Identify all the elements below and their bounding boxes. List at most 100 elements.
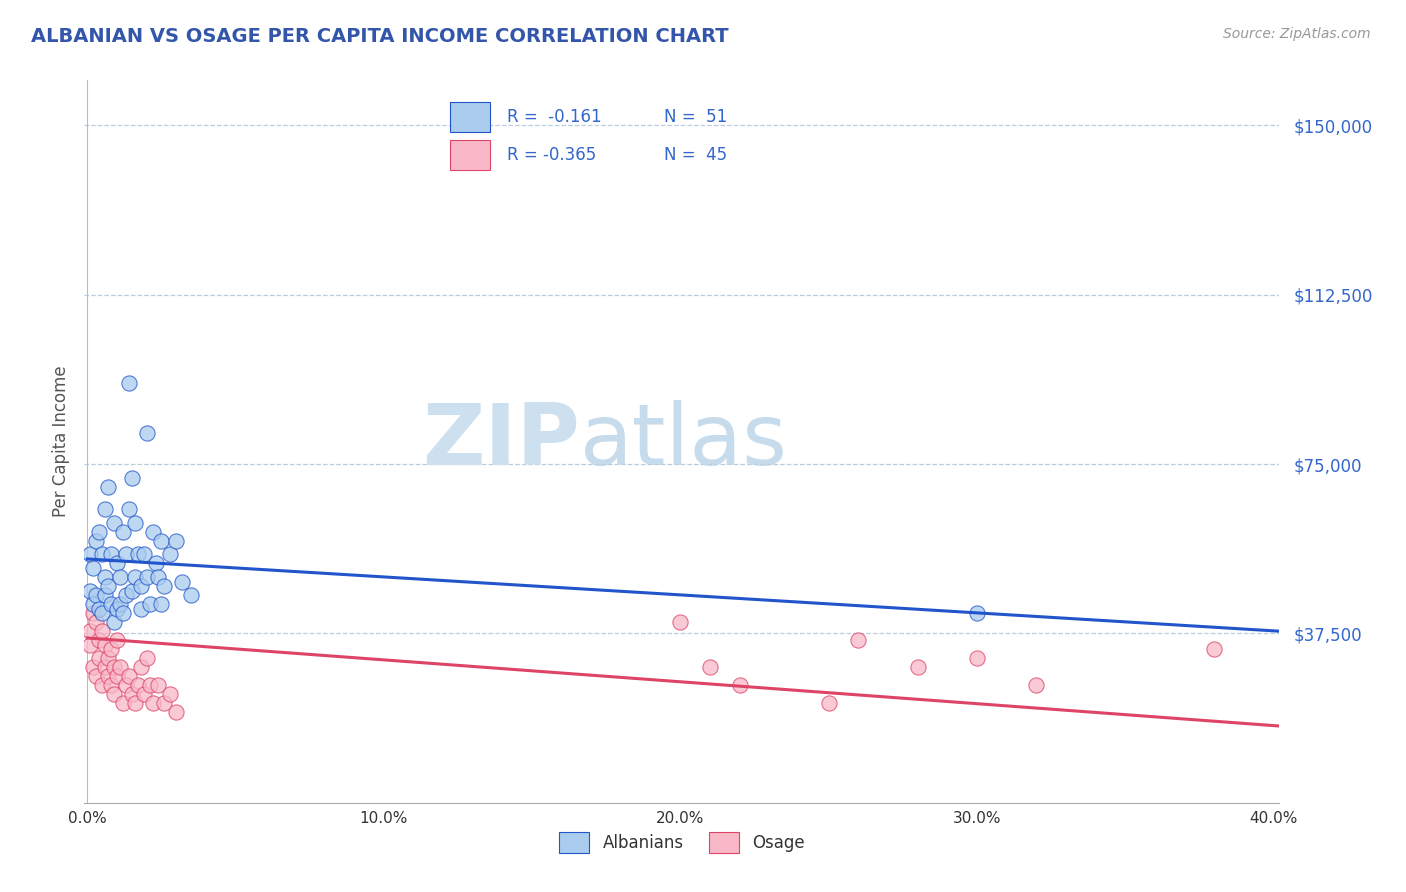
Point xyxy=(91,624,114,639)
Point xyxy=(100,642,122,657)
Point xyxy=(94,660,117,674)
Point xyxy=(966,651,988,665)
Text: Source: ZipAtlas.com: Source: ZipAtlas.com xyxy=(1223,27,1371,41)
Point xyxy=(100,678,122,692)
Point xyxy=(153,579,176,593)
Point xyxy=(180,588,202,602)
Point xyxy=(121,470,143,484)
Text: ALBANIAN VS OSAGE PER CAPITA INCOME CORRELATION CHART: ALBANIAN VS OSAGE PER CAPITA INCOME CORR… xyxy=(31,27,728,45)
Point xyxy=(89,651,111,665)
Point xyxy=(94,502,117,516)
Point xyxy=(124,516,146,530)
Point xyxy=(97,480,120,494)
Point xyxy=(129,579,152,593)
Point xyxy=(82,660,104,674)
Point xyxy=(105,669,128,683)
Point xyxy=(103,660,125,674)
Point xyxy=(966,606,988,620)
Point xyxy=(129,601,152,615)
Point xyxy=(79,548,101,562)
Point xyxy=(165,706,187,720)
Point xyxy=(103,516,125,530)
Point xyxy=(82,597,104,611)
Point xyxy=(669,615,692,630)
Point xyxy=(111,697,134,711)
Point xyxy=(84,669,107,683)
Point xyxy=(108,660,131,674)
Point xyxy=(105,601,128,615)
Point xyxy=(135,651,157,665)
Point xyxy=(97,669,120,683)
Point xyxy=(100,548,122,562)
Point xyxy=(100,597,122,611)
Point xyxy=(79,638,101,652)
Point xyxy=(846,633,869,648)
Point xyxy=(172,574,194,589)
Point xyxy=(124,570,146,584)
Point xyxy=(118,376,141,390)
Point xyxy=(699,660,721,674)
Point xyxy=(89,633,111,648)
Point xyxy=(907,660,929,674)
Point xyxy=(135,570,157,584)
Point xyxy=(1204,642,1226,657)
Point xyxy=(132,548,155,562)
Point xyxy=(97,579,120,593)
Point xyxy=(111,606,134,620)
Point xyxy=(91,606,114,620)
Point xyxy=(127,678,149,692)
Point xyxy=(79,583,101,598)
Text: atlas: atlas xyxy=(581,400,789,483)
Point xyxy=(89,601,111,615)
Point xyxy=(118,502,141,516)
Point xyxy=(148,678,170,692)
Point xyxy=(159,687,181,701)
Point xyxy=(132,687,155,701)
Point xyxy=(148,570,170,584)
Point xyxy=(121,583,143,598)
Point xyxy=(111,524,134,539)
Point xyxy=(91,548,114,562)
Text: ZIP: ZIP xyxy=(423,400,581,483)
Point xyxy=(108,570,131,584)
Point xyxy=(79,624,101,639)
Point xyxy=(108,597,131,611)
Y-axis label: Per Capita Income: Per Capita Income xyxy=(52,366,70,517)
Point xyxy=(142,697,165,711)
Point xyxy=(129,660,152,674)
Point xyxy=(115,678,138,692)
Point xyxy=(105,557,128,571)
Point xyxy=(124,697,146,711)
Point xyxy=(145,557,167,571)
Point xyxy=(91,678,114,692)
Point xyxy=(84,588,107,602)
Point xyxy=(138,678,160,692)
Point xyxy=(153,697,176,711)
Legend: Albanians, Osage: Albanians, Osage xyxy=(553,826,811,860)
Point xyxy=(138,597,160,611)
Point xyxy=(84,615,107,630)
Point xyxy=(94,570,117,584)
Point xyxy=(97,651,120,665)
Point xyxy=(817,697,839,711)
Point xyxy=(82,561,104,575)
Point xyxy=(159,548,181,562)
Point xyxy=(89,524,111,539)
Point xyxy=(115,548,138,562)
Point xyxy=(94,588,117,602)
Point xyxy=(103,687,125,701)
Point xyxy=(118,669,141,683)
Point xyxy=(105,633,128,648)
Point xyxy=(150,597,173,611)
Point xyxy=(121,687,143,701)
Point xyxy=(728,678,751,692)
Point xyxy=(82,606,104,620)
Point xyxy=(135,425,157,440)
Point xyxy=(150,533,173,548)
Point xyxy=(94,638,117,652)
Point xyxy=(103,615,125,630)
Point xyxy=(127,548,149,562)
Point xyxy=(165,533,187,548)
Point xyxy=(115,588,138,602)
Point xyxy=(84,533,107,548)
